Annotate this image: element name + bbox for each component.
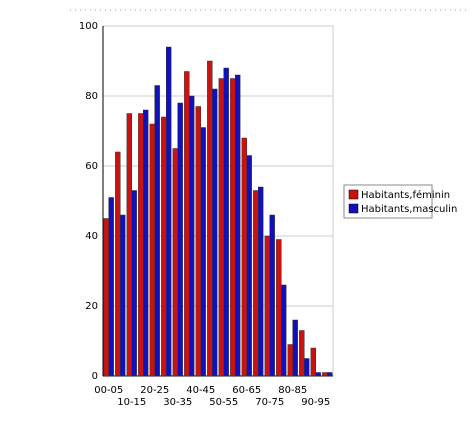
bar	[223, 67, 229, 377]
legend-label: Habitants,masculin	[361, 204, 457, 215]
bar	[304, 358, 310, 377]
bar	[235, 74, 241, 377]
x-tick-label: 40-45	[186, 385, 215, 396]
y-tick-label: 0	[92, 371, 98, 382]
bar	[292, 319, 298, 377]
bar	[299, 330, 305, 377]
x-tick-label: 70-75	[255, 397, 284, 408]
y-tick-label: 20	[85, 301, 98, 312]
bar	[258, 186, 264, 377]
bar	[253, 190, 259, 377]
x-tick-label: 50-55	[209, 397, 238, 408]
bar	[287, 344, 293, 377]
bar	[195, 106, 202, 377]
y-tick-label: 60	[85, 161, 98, 172]
x-tick-label: 60-65	[232, 385, 261, 396]
bar	[241, 137, 248, 377]
bar	[281, 284, 287, 377]
bar	[322, 372, 328, 377]
bar	[200, 127, 206, 377]
legend-label: Habitants,féminin	[361, 189, 450, 201]
bar	[315, 372, 321, 377]
plot-area	[102, 25, 334, 377]
y-tick-label: 80	[85, 91, 98, 102]
x-tick-label: 10-15	[117, 397, 146, 408]
bar	[269, 214, 275, 377]
x-tick-label: 30-35	[163, 397, 192, 408]
bar	[154, 85, 160, 377]
bar	[131, 190, 137, 377]
bar	[310, 347, 316, 377]
bar	[207, 60, 213, 377]
bar	[138, 113, 144, 377]
y-tick-label: 100	[79, 21, 98, 32]
bar	[276, 239, 282, 377]
bar	[143, 109, 149, 377]
bar	[189, 95, 195, 377]
legend-swatch	[348, 189, 359, 200]
bar	[177, 102, 183, 377]
bar	[103, 218, 110, 377]
bar	[126, 113, 133, 377]
bar	[172, 148, 179, 377]
x-tick-label: 80-85	[278, 385, 307, 396]
bar	[120, 214, 126, 377]
x-tick-label: 90-95	[301, 397, 330, 408]
x-tick-label: 00-05	[94, 385, 123, 396]
bar	[246, 155, 252, 377]
bar	[327, 372, 333, 377]
y-tick-label: 40	[85, 231, 98, 242]
bar	[264, 235, 270, 377]
x-tick-label: 20-25	[140, 385, 169, 396]
bar	[166, 46, 172, 377]
legend-box	[343, 184, 433, 219]
bar	[115, 151, 121, 377]
bar	[184, 71, 190, 377]
bar	[161, 116, 167, 377]
legend-swatch	[348, 203, 359, 214]
legend: Habitants,féminin Habitants,masculin	[343, 184, 457, 219]
bar	[108, 197, 114, 377]
bar	[218, 78, 225, 377]
bar	[149, 123, 156, 377]
bar	[212, 88, 218, 377]
bar	[230, 78, 236, 377]
